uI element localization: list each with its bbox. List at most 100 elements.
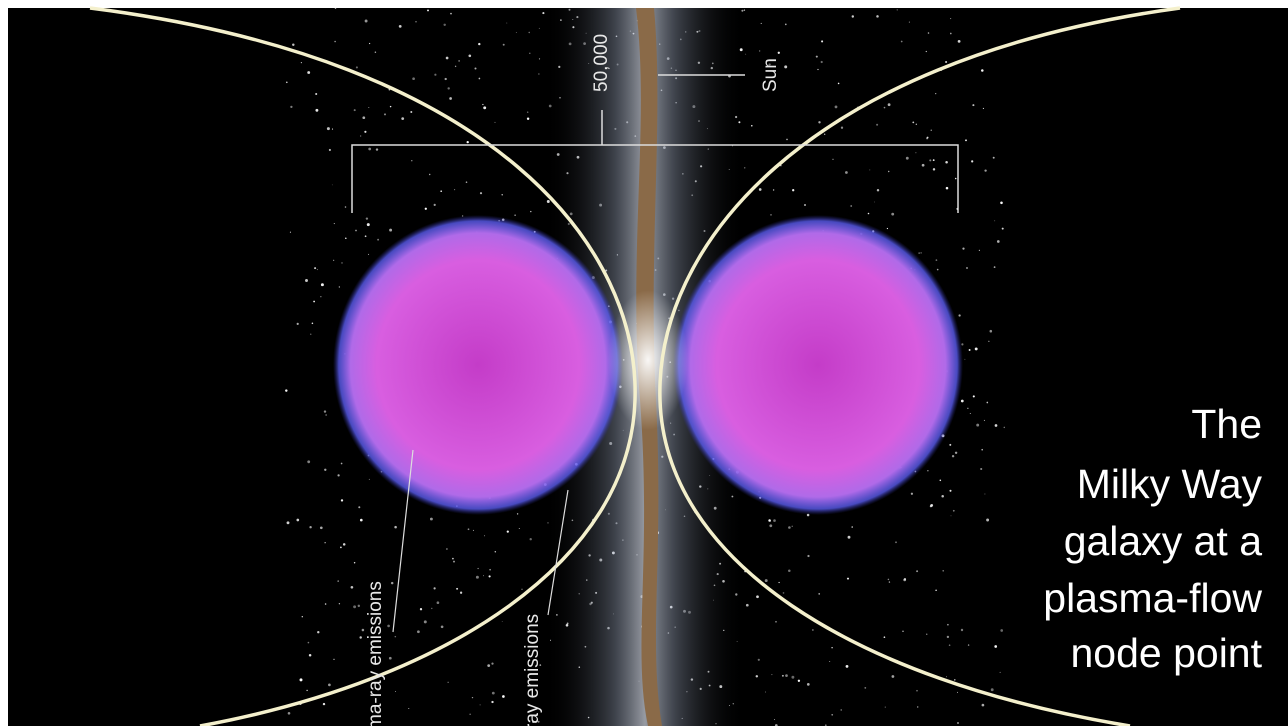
star [829, 661, 831, 662]
star [756, 595, 759, 599]
star [364, 235, 367, 238]
star [398, 25, 402, 28]
star [285, 81, 288, 84]
star [515, 32, 517, 33]
star [884, 706, 886, 708]
star [932, 168, 936, 171]
star [415, 21, 417, 23]
star [983, 419, 985, 421]
caption-line: galaxy at a [1064, 518, 1262, 564]
flow-curve [89, 6, 637, 726]
star [538, 58, 541, 60]
star [945, 60, 948, 64]
star [771, 674, 773, 676]
star [292, 43, 295, 46]
star [916, 706, 919, 708]
star [286, 521, 290, 525]
star [981, 69, 984, 72]
star [320, 296, 322, 298]
bracket [351, 74, 959, 213]
star [768, 519, 771, 522]
star [999, 671, 1001, 673]
star [337, 580, 339, 582]
star [516, 513, 519, 515]
star [845, 171, 848, 174]
star [324, 468, 327, 471]
star [831, 713, 834, 716]
star [961, 343, 964, 346]
star [334, 40, 336, 43]
star [364, 19, 368, 23]
star [320, 283, 324, 287]
star [954, 679, 956, 681]
star [845, 664, 849, 668]
star [344, 206, 347, 208]
star [307, 460, 311, 464]
star [984, 493, 986, 495]
star [526, 111, 529, 113]
star [891, 212, 895, 216]
star [966, 267, 968, 269]
star [930, 129, 932, 131]
star [528, 31, 530, 34]
star [323, 410, 327, 413]
star [925, 50, 927, 53]
star [936, 268, 939, 271]
star [488, 575, 491, 578]
star [895, 541, 897, 544]
star [482, 103, 484, 106]
star [948, 644, 951, 646]
star [786, 138, 788, 141]
star [876, 15, 879, 18]
star [986, 401, 989, 404]
star [494, 121, 496, 123]
star [945, 186, 949, 190]
star [502, 43, 505, 46]
star [387, 624, 390, 628]
star [494, 551, 497, 553]
star [361, 628, 365, 632]
star [364, 130, 367, 133]
star [887, 103, 891, 107]
star [453, 560, 455, 563]
star [316, 269, 318, 271]
star [818, 593, 821, 595]
star [456, 587, 459, 590]
star [980, 467, 983, 471]
star [377, 238, 379, 241]
star [935, 92, 937, 95]
star [978, 249, 981, 252]
star [326, 127, 330, 131]
star [912, 121, 915, 124]
star [958, 314, 961, 317]
star [319, 526, 323, 530]
star [927, 470, 929, 472]
star [466, 140, 469, 144]
star [305, 279, 308, 282]
star [949, 443, 952, 446]
star [489, 568, 491, 571]
star [478, 77, 481, 80]
star [388, 656, 392, 660]
star [952, 509, 955, 512]
bubble-right [673, 215, 963, 515]
star [902, 630, 904, 632]
star [502, 695, 505, 698]
star [775, 620, 777, 623]
star [315, 92, 318, 96]
star [483, 575, 484, 577]
star [514, 214, 516, 216]
bubble-left [333, 215, 623, 515]
star [334, 7, 337, 9]
flow-curve [658, 6, 1181, 726]
star [927, 32, 930, 34]
caption-line: The [1191, 401, 1262, 447]
star [307, 71, 311, 74]
star [501, 194, 503, 196]
star [478, 42, 481, 46]
star [408, 708, 410, 710]
star [949, 489, 952, 492]
star [876, 188, 880, 192]
star [440, 625, 444, 629]
